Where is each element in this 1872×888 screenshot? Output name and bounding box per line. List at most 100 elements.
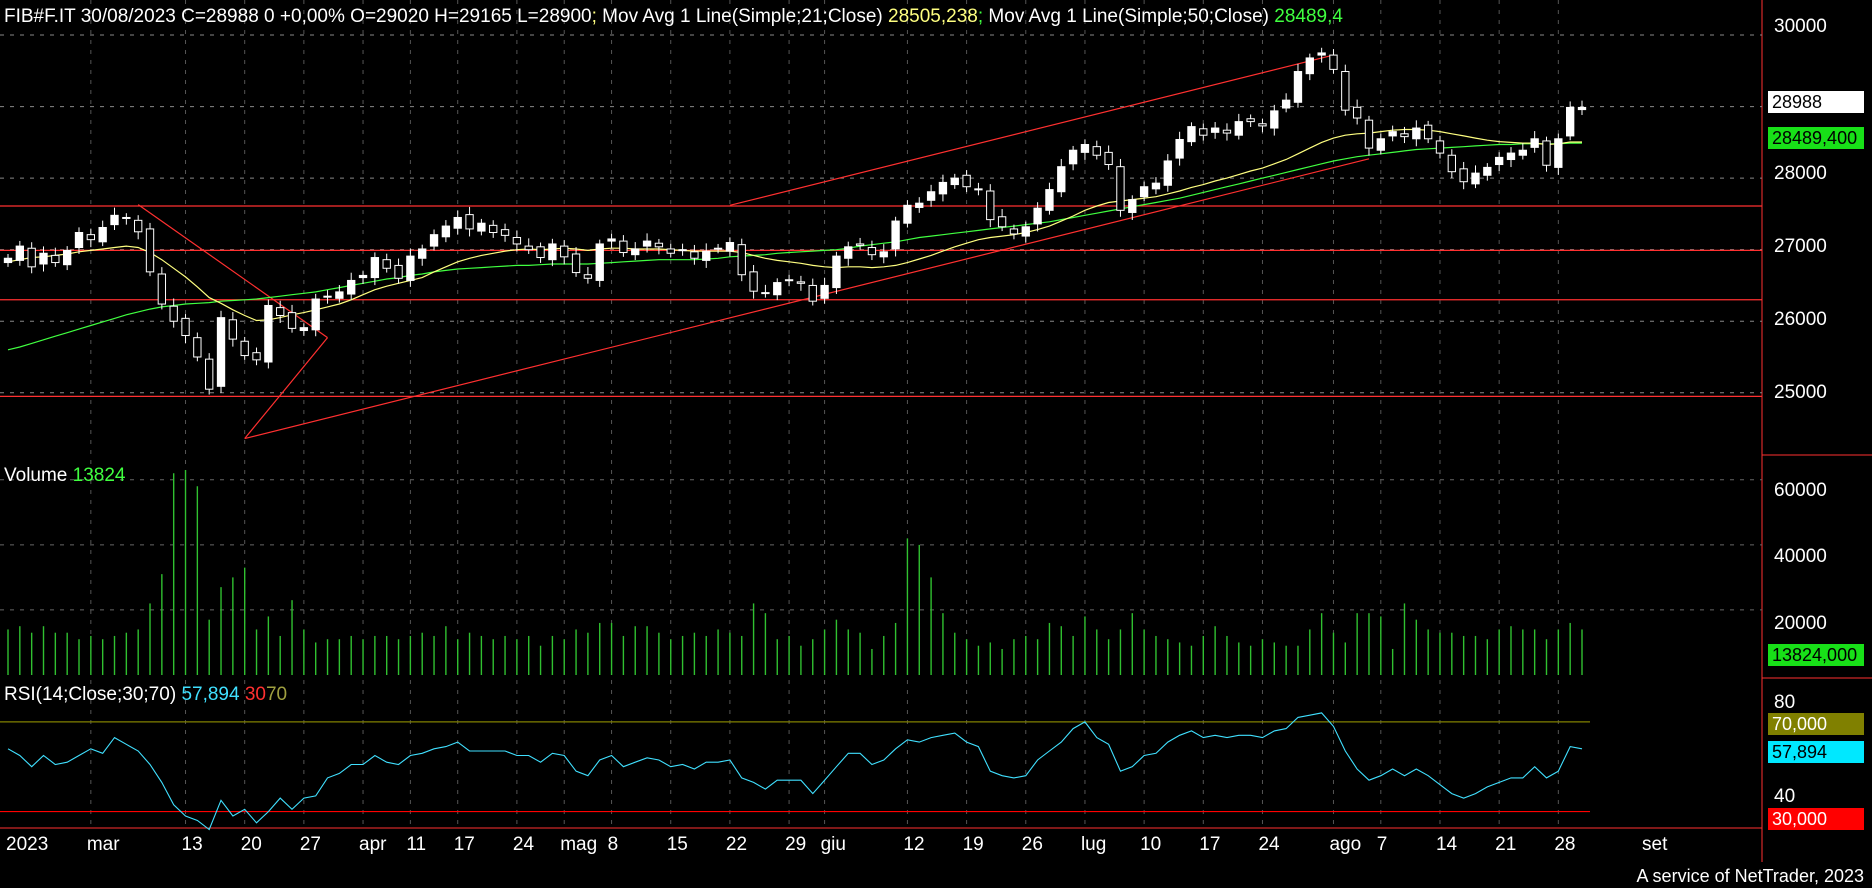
change-pct: +0,00% (279, 6, 345, 27)
candle-body (737, 244, 746, 276)
candle-body (1187, 126, 1196, 143)
ma50-label: Mov Avg 1 Line(Simple;50;Close) (988, 6, 1269, 27)
candle-body (1068, 149, 1078, 165)
candle-body (1021, 226, 1030, 237)
candle-body (974, 188, 983, 191)
candle-body (98, 226, 107, 243)
x-tick-label: 8 (607, 834, 619, 855)
candle-body (583, 274, 593, 279)
candle-body (181, 317, 190, 337)
close-value: C=28988 (181, 6, 259, 27)
candle-body (228, 319, 238, 340)
x-tick-label: apr (359, 834, 387, 855)
candle-body (796, 281, 806, 284)
high-value: H=29165 (434, 6, 512, 27)
x-tick-label: 14 (1435, 834, 1458, 855)
candle-body (619, 240, 628, 254)
candle-body (690, 251, 699, 259)
rsi-low-box: 30,000 (1768, 808, 1864, 830)
candle-body (784, 279, 794, 282)
rsi-header: RSI(14;Close;30;70) 57,894 3070 (4, 684, 287, 706)
candle-body (1222, 129, 1232, 134)
candle-body (536, 246, 545, 259)
price-tick: 28000 (1774, 163, 1827, 184)
price-header: FIB#F.IT 30/08/2023 C=28988 0 +0,00% O=2… (4, 6, 1343, 27)
candle-body (1459, 168, 1468, 183)
candle-body (1471, 172, 1480, 185)
x-tick-label: 19 (962, 834, 984, 855)
candle-body (962, 174, 971, 188)
candle-body (1376, 138, 1385, 151)
volume-box: 13824,000 (1768, 644, 1864, 666)
candle-body (74, 232, 84, 249)
candle-body (252, 352, 261, 361)
volume-tick: 60000 (1774, 480, 1827, 501)
candle-body (1210, 127, 1220, 133)
rsi-value: 57,894 (181, 684, 240, 705)
x-tick-label: set (1642, 834, 1668, 855)
trend-line (729, 54, 1334, 206)
candle-body (299, 327, 309, 332)
candle-body (666, 248, 675, 254)
x-tick-label: 17 (1199, 834, 1221, 855)
candle-body (1364, 119, 1374, 149)
rsi-tick: 80 (1774, 692, 1796, 713)
candle-body (347, 279, 356, 295)
candle-body (429, 234, 439, 247)
candle-body (1270, 110, 1279, 129)
candle-body (1033, 207, 1042, 225)
candle-body (1057, 166, 1066, 193)
symbol: FIB#F.IT (4, 6, 76, 27)
trend-line (244, 337, 328, 439)
candle-body (713, 247, 723, 250)
rsi-line (7, 712, 1583, 831)
x-tick-label: 20 (240, 834, 262, 855)
candle-body (1565, 106, 1575, 137)
candle-body (477, 222, 486, 232)
rsi-high-box: 70,000 (1768, 713, 1864, 735)
credit-text: A service of NetTrader, 2023 (1636, 866, 1864, 886)
candle-body (1530, 138, 1539, 148)
candle-body (773, 282, 782, 296)
candle-body (1305, 57, 1314, 75)
candle-body (903, 204, 912, 224)
x-tick-label: 10 (1140, 834, 1162, 855)
candle-body (855, 243, 865, 246)
candle-body (358, 274, 368, 279)
candle-body (1352, 106, 1362, 119)
candle-body (1246, 118, 1255, 123)
candle-body (595, 243, 604, 281)
volume-header: Volume 13824 (4, 465, 126, 487)
candle-body (1151, 182, 1161, 190)
candle-body (465, 214, 474, 230)
candle-body (1483, 166, 1492, 176)
candle-body (867, 247, 877, 256)
candle-body (1412, 127, 1421, 140)
x-tick-label: giu (820, 834, 846, 855)
x-tick-label: mag (560, 834, 598, 855)
candle-body (15, 245, 25, 261)
x-tick-label: 22 (725, 834, 748, 855)
candle-body (145, 228, 155, 273)
candle-body (1447, 154, 1456, 173)
candle-body (311, 298, 320, 331)
candle-body (323, 295, 332, 298)
x-tick-label: 7 (1376, 834, 1388, 855)
candle-body (1341, 71, 1350, 111)
ma21-label: Mov Avg 1 Line(Simple;21;Close) (602, 6, 883, 27)
candle-body (654, 242, 664, 248)
candle-body (27, 247, 36, 268)
candle-body (86, 234, 96, 241)
candle-body (1388, 131, 1397, 137)
candle-body (832, 255, 841, 289)
candle-body (607, 238, 616, 242)
x-tick-label: 13 (181, 834, 203, 855)
x-tick-label: 15 (666, 834, 688, 855)
candle-body (1317, 52, 1326, 56)
price-tick: 26000 (1774, 309, 1827, 330)
candle-body (524, 245, 533, 251)
x-tick-label: 12 (903, 834, 925, 855)
candle-body (1329, 54, 1338, 70)
volume-tick: 20000 (1774, 613, 1827, 634)
